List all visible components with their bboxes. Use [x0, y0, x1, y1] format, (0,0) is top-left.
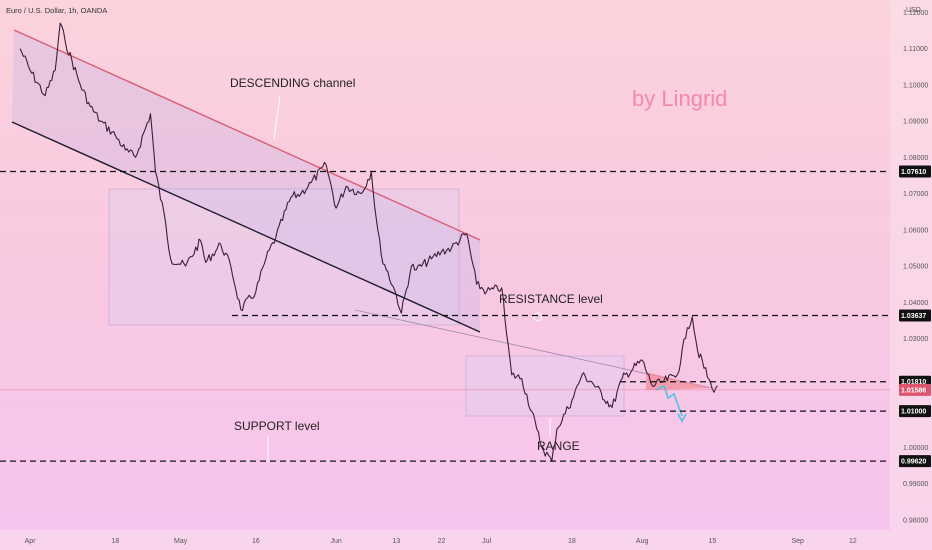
y-tick-label: 1.03000	[903, 336, 928, 343]
y-tick-label: 1.05000	[903, 264, 928, 271]
price-axis-panel	[890, 0, 932, 530]
projection-line	[655, 384, 683, 417]
channel-arrow	[273, 94, 281, 141]
y-tick-label: 1.06000	[903, 227, 928, 234]
level-badge-label: 1.01000	[901, 409, 926, 416]
x-tick-label: Jul	[482, 538, 491, 545]
x-tick-label: 16	[252, 538, 260, 545]
level-badge-label: 0.99620	[901, 459, 926, 466]
range-label: RANGE	[537, 439, 580, 453]
upper-channel-line	[13, 29, 481, 241]
resistance-marker	[533, 312, 543, 322]
channel-fill	[12, 30, 480, 332]
x-tick-label: 12	[849, 538, 857, 545]
bearish-triangle	[646, 372, 712, 390]
consolidation-box	[108, 188, 460, 326]
level-badge	[899, 309, 931, 322]
x-tick-label: 18	[111, 538, 119, 545]
resistance-label: RESISTANCE level	[499, 292, 603, 306]
y-tick-label: 1.08000	[903, 155, 928, 162]
current-price-badge	[899, 383, 931, 396]
x-tick-label: 22	[438, 538, 446, 545]
y-tick-label: 0.99000	[903, 481, 928, 488]
level-badge	[899, 405, 931, 418]
x-tick-label: 15	[709, 538, 717, 545]
x-tick-label: Aug	[636, 538, 649, 545]
y-tick-label: 1.07000	[903, 191, 928, 198]
x-tick-label: Apr	[25, 538, 37, 545]
descending-channel-label: DESCENDING channel	[230, 76, 355, 90]
x-tick-label: 13	[392, 538, 400, 545]
y-tick-label: 1.09000	[903, 119, 928, 126]
y-tick-label: 1.04000	[903, 300, 928, 307]
projection-arrowhead	[677, 413, 687, 423]
price-series-line	[19, 22, 718, 462]
x-tick-label: May	[174, 538, 188, 545]
x-tick-label: 18	[568, 538, 576, 545]
level-badge-label: 1.03637	[901, 313, 926, 320]
symbol-title: Euro / U.S. Dollar, 1h, OANDA	[6, 6, 107, 15]
y-tick-label: 1.11000	[903, 46, 928, 53]
y-tick-label: 1.10000	[903, 82, 928, 89]
level-badge-label: 1.01810	[901, 379, 926, 386]
x-tick-label: Jun	[330, 538, 341, 545]
current-price-badge-label: 1.01586	[901, 387, 926, 394]
level-badge	[899, 455, 931, 468]
y-tick-label: 0.98000	[903, 517, 928, 524]
lower-channel-line	[11, 121, 481, 333]
support-label: SUPPORT level	[234, 419, 320, 433]
x-tick-label: Sep	[791, 538, 804, 545]
time-axis-panel	[0, 530, 932, 550]
level-badge	[899, 165, 931, 178]
brand-watermark: by Lingrid	[632, 86, 727, 111]
currency-label: USD	[906, 7, 921, 14]
range-box	[465, 355, 625, 417]
y-tick-label: 1.12000	[903, 10, 928, 17]
level-badge-label: 1.07610	[901, 169, 926, 176]
y-tick-label: 1.00000	[903, 445, 928, 452]
